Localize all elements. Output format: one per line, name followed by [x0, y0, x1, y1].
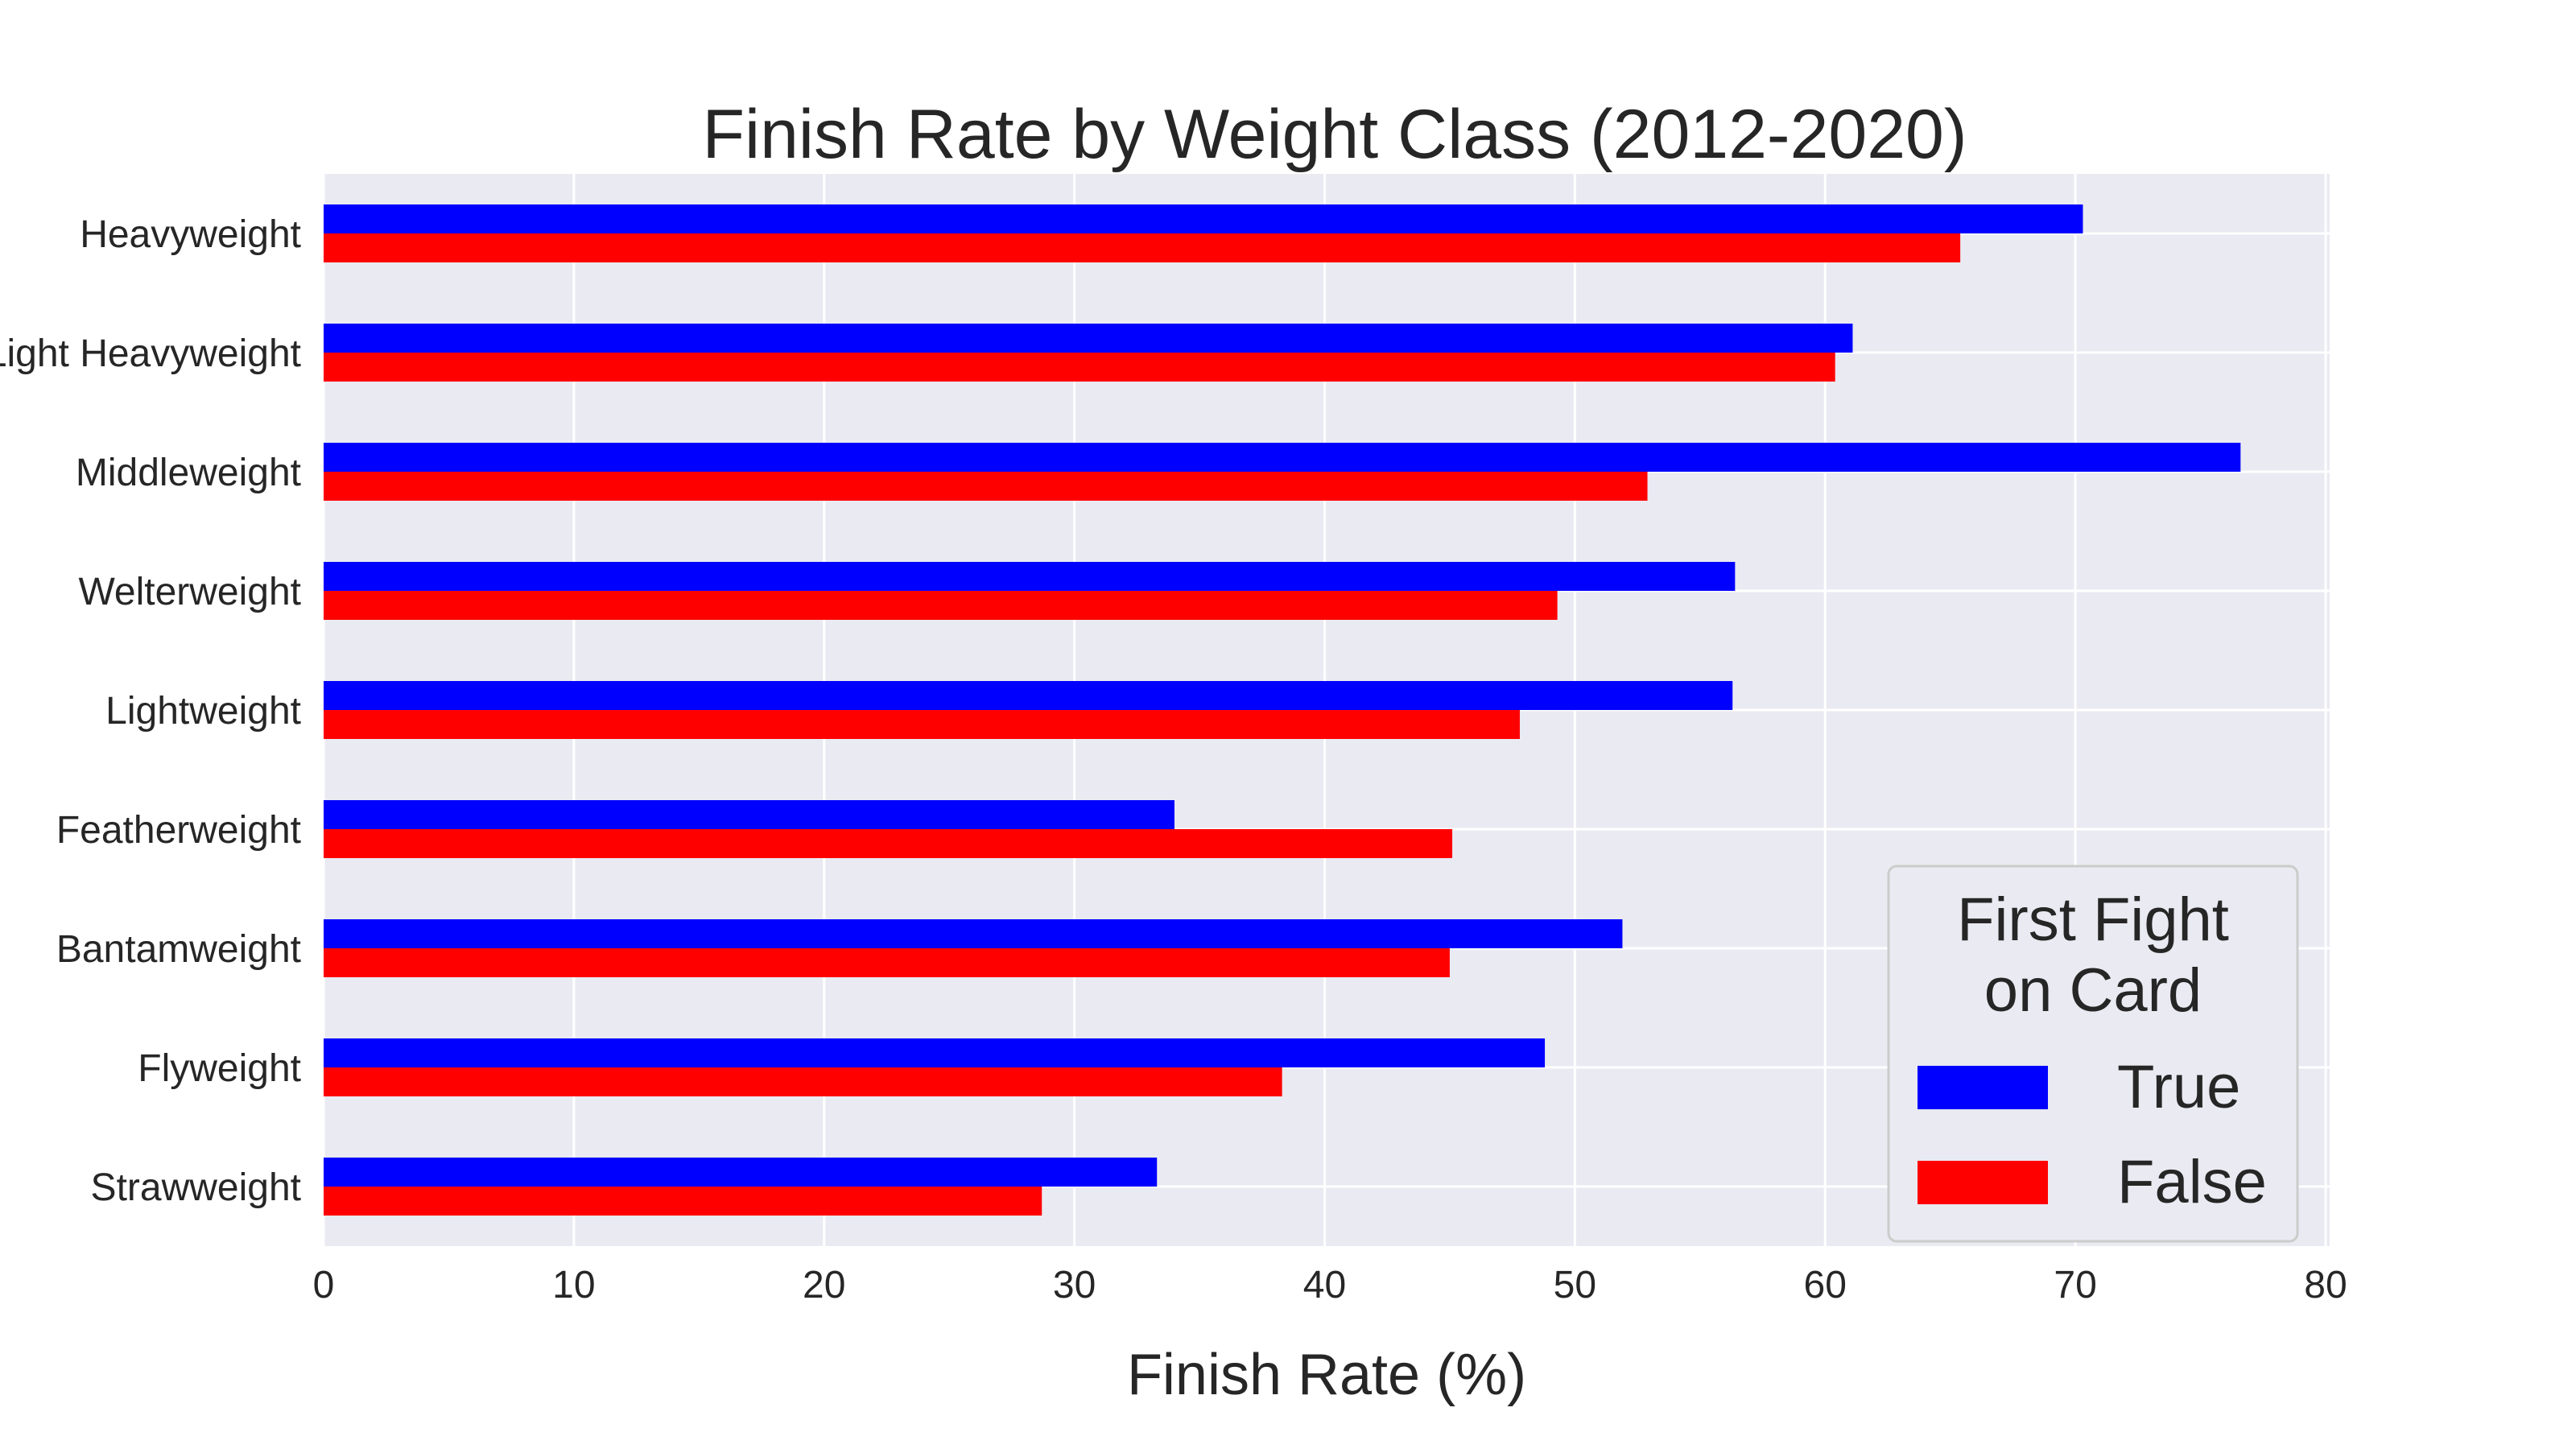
legend-entries: True False — [1918, 1053, 2267, 1216]
x-tick-label: 70 — [2054, 1264, 2096, 1306]
bar-false-featherweight — [324, 829, 1453, 858]
bar-true-middleweight — [324, 443, 2241, 472]
bar-true-lightweight — [324, 681, 1733, 710]
bars — [324, 204, 2241, 1216]
bar-false-lightweight — [324, 710, 1520, 739]
legend-label-false: False — [2117, 1148, 2267, 1216]
x-tick-label: 80 — [2304, 1264, 2347, 1306]
bar-false-heavyweight — [324, 233, 1961, 262]
legend-swatch-false — [1918, 1161, 2048, 1204]
y-tick-label: Middleweight — [76, 452, 301, 494]
bar-false-flyweight — [324, 1067, 1282, 1096]
x-tick-label: 30 — [1053, 1264, 1096, 1306]
x-tick-label: 0 — [313, 1264, 335, 1306]
y-tick-label: Heavyweight — [80, 213, 301, 256]
x-tick-label: 10 — [552, 1264, 595, 1306]
bar-true-light-heavyweight — [324, 324, 1853, 353]
x-axis-label: Finish Rate (%) — [1127, 1343, 1526, 1407]
y-tick-label: Light Heavyweight — [0, 332, 301, 375]
legend-swatch-true — [1918, 1066, 2048, 1109]
bar-false-strawweight — [324, 1187, 1042, 1216]
x-tick-label: 60 — [1804, 1264, 1847, 1306]
y-tick-label: Featherweight — [56, 809, 301, 852]
y-tick-label: Bantamweight — [56, 928, 301, 971]
legend: First Fight on Card True False — [1887, 865, 2299, 1243]
legend-title-line-2: on Card — [1984, 956, 2202, 1025]
bar-true-strawweight — [324, 1158, 1158, 1187]
bar-true-featherweight — [324, 800, 1174, 829]
bar-true-welterweight — [324, 562, 1736, 591]
x-tick-label: 40 — [1303, 1264, 1346, 1306]
bar-true-bantamweight — [324, 919, 1623, 948]
y-tick-label: Flyweight — [138, 1047, 301, 1090]
bar-true-flyweight — [324, 1038, 1546, 1067]
bar-false-welterweight — [324, 591, 1558, 620]
legend-box — [1887, 865, 2299, 1243]
x-tick-label: 50 — [1554, 1264, 1596, 1306]
y-tick-label: Welterweight — [78, 571, 301, 613]
legend-title-line-1: First Fight — [1957, 885, 2229, 954]
y-tick-labels: Heavyweight Light Heavyweight Middleweight… — [0, 213, 301, 1209]
bar-false-light-heavyweight — [324, 353, 1835, 382]
chart-title: Finish Rate by Weight Class (2012-2020) — [702, 96, 1967, 173]
x-tick-label: 20 — [803, 1264, 845, 1306]
bar-false-middleweight — [324, 472, 1648, 501]
legend-label-true: True — [2117, 1053, 2240, 1121]
x-tick-labels: 0 10 20 30 40 50 60 70 80 — [313, 1264, 2347, 1306]
y-tick-label: Strawweight — [91, 1166, 301, 1209]
bar-false-bantamweight — [324, 948, 1450, 977]
bar-true-heavyweight — [324, 204, 2083, 233]
y-tick-label: Lightweight — [105, 690, 301, 733]
